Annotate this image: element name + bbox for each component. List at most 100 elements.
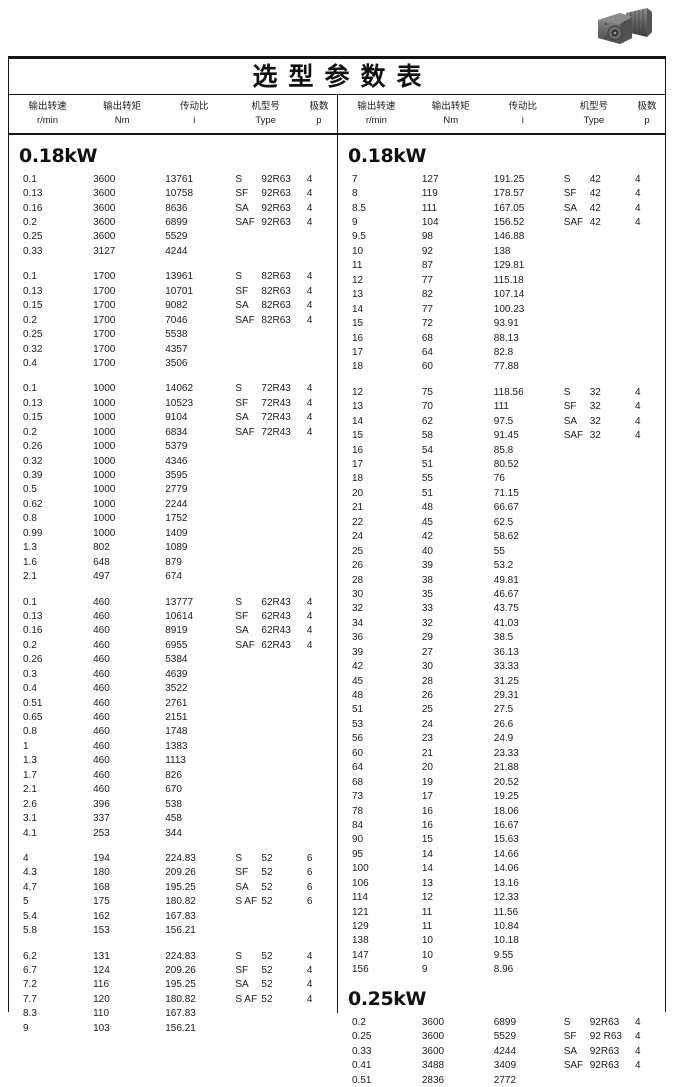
cell-output-speed: 0.2	[23, 639, 37, 651]
cell-output-torque: 1700	[93, 343, 116, 355]
cell-output-speed: 0.5	[23, 484, 37, 496]
cell-output-speed: 4.3	[23, 867, 37, 879]
cell-model-type: SF 92R63	[230, 188, 301, 199]
cell-model-type: SAF 62R43	[230, 640, 301, 651]
cell-model-type: S 82R63	[230, 271, 301, 282]
gear-motor-illustration	[598, 8, 652, 44]
cell-output-torque: 3488	[421, 1060, 445, 1072]
cell-gear-ratio: 88.13	[493, 332, 519, 344]
cell-model-code: 32	[589, 415, 601, 427]
cell-output-torque: 13	[421, 877, 433, 889]
cell-output-speed: 16	[352, 444, 364, 456]
cell-gear-ratio: 4244	[493, 1045, 517, 1057]
cell-gear-ratio: 9082	[165, 300, 188, 312]
cell-output-speed: 0.99	[23, 527, 43, 539]
cell-model-prefix: S AF	[235, 993, 258, 1005]
header-gear-ratio-right: 传动比 i	[487, 95, 559, 133]
cell-gear-ratio: 191.25	[493, 173, 525, 185]
table-row: 0.8 460 1748	[9, 725, 337, 739]
header-output-torque-cn: 输出转矩	[103, 101, 142, 113]
cell-output-speed: 30	[352, 588, 364, 600]
cell-output-speed: 9.5	[352, 231, 366, 243]
cell-gear-ratio: 4357	[165, 343, 188, 355]
cell-model-type: S 52	[230, 853, 301, 864]
cell-output-torque: 54	[421, 444, 433, 456]
cell-output-speed: 114	[352, 892, 368, 904]
cell-output-speed: 129	[352, 921, 369, 933]
cell-model-prefix: S	[235, 173, 243, 185]
table-row: 1.7 460 826	[9, 768, 337, 782]
table-row: 0.1 3600 13761 S 92R63 4	[9, 172, 337, 186]
cell-output-speed: 4.1	[23, 827, 37, 839]
cell-gear-ratio: 129.81	[493, 260, 525, 272]
cell-gear-ratio: 1113	[165, 755, 186, 767]
cell-model-type: SA 32	[559, 416, 629, 427]
table-row: 20 51 71.15	[338, 486, 665, 500]
cell-gear-ratio: 24.9	[493, 733, 514, 745]
cell-gear-ratio: 167.83	[165, 1008, 196, 1020]
cell-output-speed: 9	[352, 217, 358, 229]
header-poles: 极数 p	[301, 95, 337, 133]
table-row: 0.25 1700 5538	[9, 327, 337, 341]
table-row: 2.1 497 674	[9, 569, 337, 583]
cell-output-speed: 138	[352, 935, 369, 947]
cell-model-type: S AF 52	[230, 896, 301, 907]
cell-output-speed: 12	[352, 386, 364, 398]
cell-output-torque: 64	[421, 346, 433, 358]
cell-poles: 4	[635, 1045, 641, 1057]
cell-gear-ratio: 115.18	[493, 274, 524, 286]
cell-model-type: S 42	[559, 174, 629, 185]
cell-output-torque: 77	[421, 274, 433, 286]
cell-output-speed: 0.8	[23, 513, 37, 525]
cell-output-torque: 116	[93, 979, 110, 991]
cell-gear-ratio: 55	[493, 545, 505, 557]
table-row: 0.2 1000 6834 SAF 72R43 4	[9, 425, 337, 439]
cell-output-speed: 25	[352, 545, 364, 557]
cell-gear-ratio: 76	[493, 473, 505, 485]
cell-model-code: 52	[261, 950, 273, 962]
cell-model-type: SA 52	[230, 979, 301, 990]
cell-output-torque: 14	[421, 848, 433, 860]
table-row: 45 28 31.25	[338, 674, 665, 688]
cell-model-code: 32	[589, 430, 601, 442]
cell-model-prefix: S	[563, 386, 571, 398]
cell-model-code: 32	[589, 401, 601, 413]
table-row: 0.65 460 2151	[9, 710, 337, 724]
table-row: 1 460 1383	[9, 739, 337, 753]
cell-poles: 4	[635, 386, 641, 398]
cell-gear-ratio: 1089	[165, 542, 188, 554]
table-row: 0.33 3127 4244	[9, 244, 337, 258]
cell-model-type: SAF 32	[559, 430, 629, 441]
cell-model-code: 92R63	[589, 1045, 620, 1057]
table-row: 48 26 29.31	[338, 688, 665, 702]
table-row: 10 92 138	[338, 244, 665, 258]
title-band: 选型参数表	[9, 59, 665, 95]
cell-model-prefix: SAF	[235, 314, 255, 326]
cell-output-speed: 0.2	[23, 217, 37, 229]
cell-model-prefix: SA	[235, 300, 249, 312]
cell-output-speed: 0.16	[23, 625, 43, 637]
cell-output-speed: 95	[352, 848, 364, 860]
cell-gear-ratio: 156.21	[165, 925, 196, 937]
cell-output-torque: 29	[421, 632, 433, 644]
cell-output-torque: 21	[421, 747, 433, 759]
spec-group: 0.2 3600 6899 S 92R63 4 0.25 3600 5529 SF 92 R63 4 0…	[338, 1015, 665, 1087]
cell-output-torque: 1000	[93, 426, 116, 438]
power-rating-heading: 0.25kW	[348, 988, 427, 1011]
cell-model-type: SF 62R43	[230, 611, 301, 622]
cell-model-code: 52	[261, 993, 273, 1005]
cell-output-speed: 0.13	[23, 397, 43, 409]
cell-model-prefix: SA	[563, 1045, 578, 1057]
cell-model-type: S 32	[559, 387, 629, 398]
cell-gear-ratio: 6899	[493, 1016, 517, 1028]
header-gear-ratio-unit-right: i	[521, 115, 524, 126]
cell-output-speed: 15	[352, 318, 364, 330]
power-rating-heading: 0.18kW	[348, 145, 427, 167]
cell-model-prefix: SF	[563, 188, 577, 200]
cell-output-speed: 0.33	[23, 245, 43, 257]
cell-gear-ratio: 9104	[165, 412, 188, 424]
cell-output-torque: 460	[93, 683, 110, 695]
cell-model-prefix: S	[235, 271, 243, 283]
table-row: 138 10 10.18	[338, 934, 665, 948]
cell-output-torque: 98	[421, 231, 433, 243]
